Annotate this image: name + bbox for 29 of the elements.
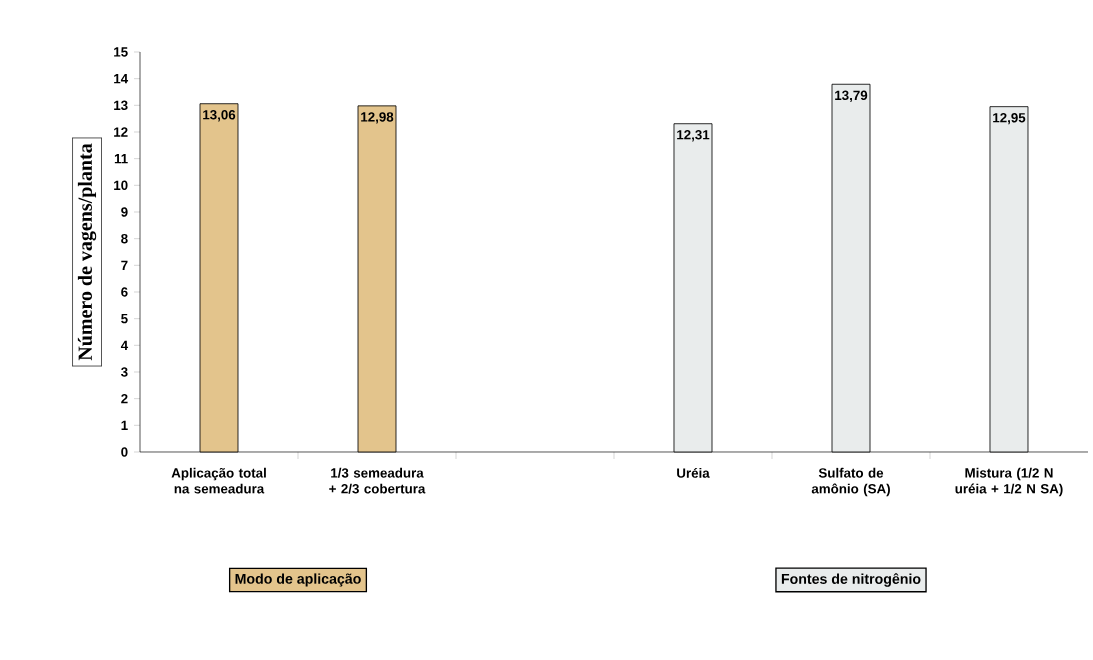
- y-tick-label: 1: [121, 420, 128, 430]
- y-tick-label: 13: [114, 100, 128, 111]
- data-label: 12,98: [361, 112, 394, 124]
- y-tick-label: 0: [121, 447, 128, 457]
- y-axis-title: Número de vagens/planta: [77, 143, 97, 361]
- y-tick-label: 3: [121, 367, 128, 377]
- y-tick-label: 8: [121, 233, 128, 244]
- data-label: 13,06: [203, 110, 236, 122]
- y-tick-label: 15: [114, 47, 128, 57]
- x-tick-label: Uréia: [677, 467, 710, 478]
- x-tick-label: 1/3 semeadura + 2/3 cobertura: [329, 467, 426, 494]
- text: Fontes de nitrogênio: [781, 573, 921, 587]
- data-label: 13,79: [835, 90, 868, 102]
- x-tick-label: Mistura (1/2 N uréia + 1/2 N SA): [955, 467, 1063, 497]
- y-tick-label: 12: [114, 127, 128, 137]
- y-tick-label: 11: [114, 154, 128, 164]
- x-tick-label: Sulfato de amônio (SA): [811, 467, 890, 497]
- x-tick-label: Aplicação total na semeadura: [171, 467, 266, 494]
- data-label: 12,31: [677, 130, 710, 142]
- y-tick-label: 5: [121, 314, 128, 324]
- y-tick-label: 4: [120, 340, 129, 350]
- y-tick-label: 10: [114, 180, 128, 191]
- text: Modo de aplicação: [235, 573, 361, 587]
- y-tick-label: 6: [121, 287, 128, 297]
- y-tick-label: 14: [114, 74, 129, 84]
- data-label: 12,95: [993, 113, 1026, 125]
- y-tick-label: 2: [121, 394, 128, 404]
- y-tick-label: 9: [121, 207, 128, 217]
- y-tick-label: 7: [121, 260, 128, 270]
